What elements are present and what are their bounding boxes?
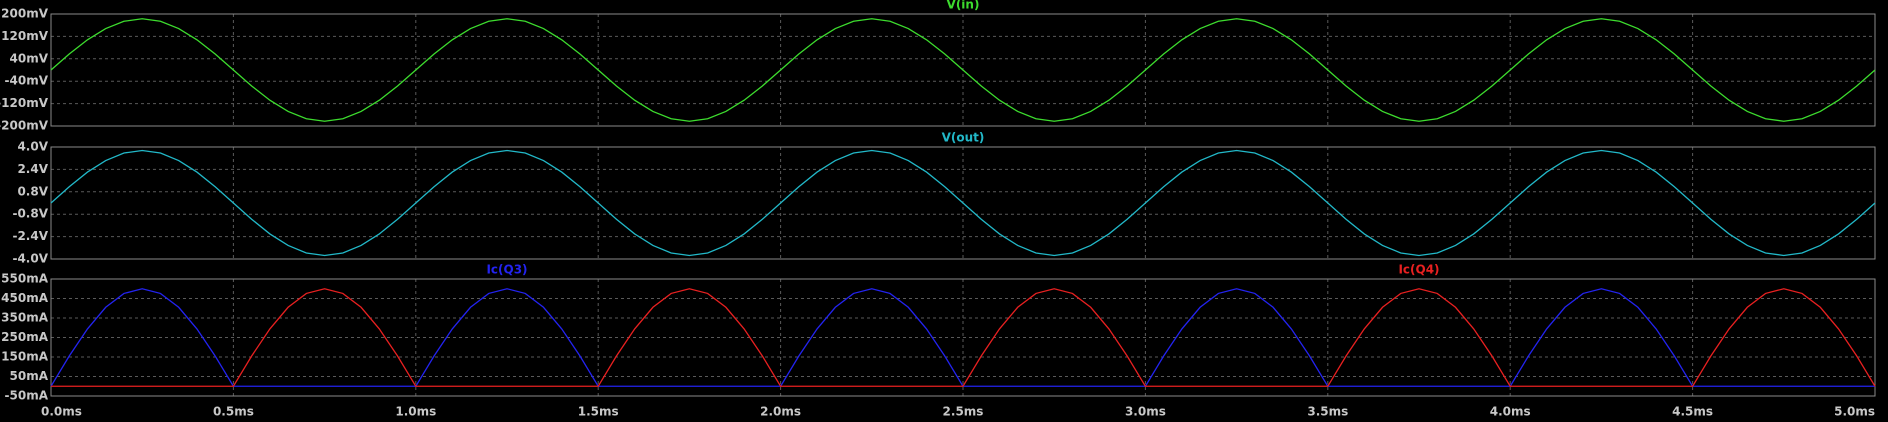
y-tick-label: 0.8V bbox=[17, 184, 48, 198]
y-tick-label: 450mA bbox=[1, 291, 49, 305]
y-tick-label: 120mV bbox=[1, 29, 49, 43]
x-tick-label: 0.0ms bbox=[41, 405, 82, 419]
y-tick-label: -2.4V bbox=[12, 229, 48, 243]
x-tick-label: 1.5ms bbox=[578, 405, 619, 419]
x-tick-label: 0.5ms bbox=[213, 405, 254, 419]
trace bbox=[50, 18, 1876, 122]
y-tick-label: 40mV bbox=[10, 51, 49, 65]
y-tick-label: 4.0V bbox=[17, 140, 48, 154]
y-tick-label: -4.0V bbox=[12, 252, 48, 266]
y-tick-label: 200mV bbox=[1, 7, 49, 21]
y-tick-label: 2.4V bbox=[17, 162, 48, 176]
y-tick-label: -50mA bbox=[5, 389, 49, 403]
x-tick-label: 2.0ms bbox=[760, 405, 801, 419]
trace-label: V(in) bbox=[947, 0, 980, 12]
x-tick-label: 5.0ms bbox=[1834, 405, 1875, 419]
x-tick-label: 1.0ms bbox=[395, 405, 436, 419]
y-tick-label: -40mV bbox=[5, 74, 49, 88]
trace bbox=[51, 288, 1876, 387]
x-tick-label: 3.0ms bbox=[1125, 405, 1166, 419]
x-tick-label: 4.0ms bbox=[1490, 405, 1531, 419]
y-tick-label: 50mA bbox=[10, 369, 49, 383]
x-tick-label: 3.5ms bbox=[1307, 405, 1348, 419]
trace bbox=[50, 149, 1876, 257]
y-tick-label: -200mV bbox=[0, 119, 49, 133]
y-tick-label: -120mV bbox=[0, 96, 49, 110]
y-tick-label: -0.8V bbox=[12, 207, 48, 221]
x-tick-label: 4.5ms bbox=[1672, 405, 1713, 419]
trace-label: Ic(Q3) bbox=[486, 263, 527, 277]
trace-label: Ic(Q4) bbox=[1398, 263, 1439, 277]
y-tick-label: 150mA bbox=[1, 350, 49, 364]
x-tick-label: 2.5ms bbox=[943, 405, 984, 419]
y-tick-label: 350mA bbox=[1, 311, 49, 325]
plot-frame bbox=[50, 278, 1876, 397]
y-tick-label: 250mA bbox=[1, 330, 49, 344]
trace-label: V(out) bbox=[942, 131, 985, 145]
y-tick-label: 550mA bbox=[1, 272, 49, 286]
